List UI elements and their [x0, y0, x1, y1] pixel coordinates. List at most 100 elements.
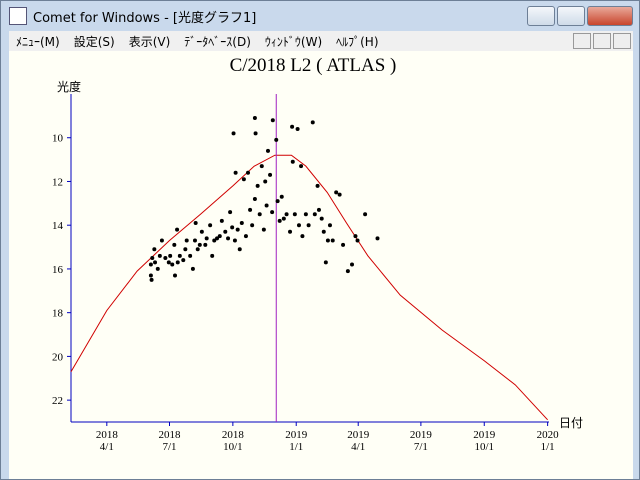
point — [231, 131, 236, 136]
x-tick-label: 2018 — [96, 429, 119, 441]
point — [375, 236, 380, 241]
point — [163, 256, 168, 260]
x-tick-label: 4/1 — [100, 441, 114, 453]
point — [246, 170, 251, 175]
point — [199, 229, 204, 234]
point — [275, 199, 280, 204]
point — [237, 247, 242, 252]
point — [172, 242, 177, 247]
x-tick-label: 2019 — [347, 429, 370, 441]
point — [290, 159, 295, 164]
point — [300, 234, 305, 239]
menu-item[interactable]: 表示(V) — [128, 34, 171, 49]
menu-item[interactable]: ﾒﾆｭｰ(M) — [16, 34, 60, 49]
y-tick-label: 10 — [52, 133, 64, 145]
point — [252, 196, 257, 201]
point — [177, 253, 182, 258]
x-tick-label: 1/1 — [289, 441, 303, 453]
minimize-button[interactable] — [527, 6, 555, 26]
point — [327, 223, 332, 228]
x-tick-label: 10/1 — [474, 441, 494, 453]
point — [248, 207, 253, 212]
point — [337, 192, 342, 197]
point — [353, 234, 358, 239]
point — [319, 216, 324, 221]
point — [281, 216, 286, 221]
point — [345, 269, 350, 274]
point — [263, 179, 268, 184]
menu-bar: ﾒﾆｭｰ(M) 設定(S) 表示(V) ﾃﾞｰﾀﾍﾞｰｽ(D) ｳｨﾝﾄﾞｳ(W… — [9, 31, 633, 51]
x-tick-label: 7/1 — [162, 441, 176, 453]
y-tick-label: 14 — [52, 220, 64, 232]
point — [210, 253, 215, 258]
point — [299, 164, 304, 169]
point — [350, 262, 355, 267]
point — [232, 238, 237, 243]
point — [321, 229, 326, 234]
point — [315, 183, 320, 188]
point — [284, 212, 289, 217]
maximize-button[interactable] — [557, 6, 585, 26]
x-tick-label: 2019 — [473, 429, 496, 441]
point — [159, 238, 164, 243]
y-tick-label: 20 — [52, 351, 64, 363]
x-tick-label: 2019 — [410, 429, 433, 441]
menu-item[interactable]: ｳｨﾝﾄﾞｳ(W) — [264, 34, 323, 49]
x-tick-label: 2019 — [285, 429, 308, 441]
point — [270, 210, 275, 215]
x-axis-label: 日付 — [559, 416, 583, 430]
point — [168, 253, 173, 258]
point — [290, 124, 295, 129]
point — [253, 131, 258, 136]
point — [215, 236, 220, 241]
point — [325, 238, 330, 243]
y-tick-label: 16 — [52, 264, 64, 276]
y-tick-label: 18 — [52, 308, 64, 320]
point — [181, 258, 186, 263]
point — [197, 242, 202, 247]
point — [173, 273, 178, 278]
point — [355, 238, 360, 243]
point — [261, 227, 266, 232]
point — [228, 210, 233, 215]
point — [363, 212, 368, 217]
menu-item[interactable]: 設定(S) — [73, 34, 115, 49]
point — [166, 260, 171, 265]
point — [155, 266, 160, 271]
point — [306, 223, 311, 228]
mdi-restore[interactable] — [593, 33, 611, 49]
point — [183, 247, 188, 252]
point — [323, 260, 328, 265]
y-tick-label: 12 — [52, 176, 63, 188]
point — [257, 212, 262, 217]
point — [150, 256, 155, 260]
menu-item[interactable]: ﾃﾞｰﾀﾍﾞｰｽ(D) — [184, 34, 251, 49]
point — [175, 227, 180, 232]
point — [223, 229, 228, 234]
point — [295, 126, 300, 131]
point — [277, 218, 282, 223]
x-tick-label: 1/1 — [541, 441, 555, 453]
x-tick-label: 2018 — [158, 429, 181, 441]
menu-item[interactable]: ﾍﾙﾌﾟ(H) — [336, 34, 379, 49]
mdi-close[interactable] — [613, 33, 631, 49]
chart-title: C/2018 L2 ( ATLAS ) — [230, 55, 397, 76]
point — [334, 190, 339, 195]
point — [288, 229, 293, 234]
point — [233, 170, 238, 175]
x-tick-label: 2020 — [537, 429, 560, 441]
point — [341, 242, 346, 247]
point — [208, 223, 213, 228]
x-tick-label: 4/1 — [351, 441, 365, 453]
point — [193, 221, 198, 226]
point — [264, 203, 269, 208]
close-button[interactable] — [587, 6, 633, 26]
chart: C/2018 L2 ( ATLAS ) 光度 日付 10 12 14 16 18 20 22… — [9, 51, 633, 479]
point — [230, 225, 235, 230]
point — [235, 227, 240, 232]
point — [195, 247, 200, 252]
point — [190, 266, 195, 271]
mdi-minimize[interactable] — [573, 33, 591, 49]
point — [274, 137, 279, 142]
